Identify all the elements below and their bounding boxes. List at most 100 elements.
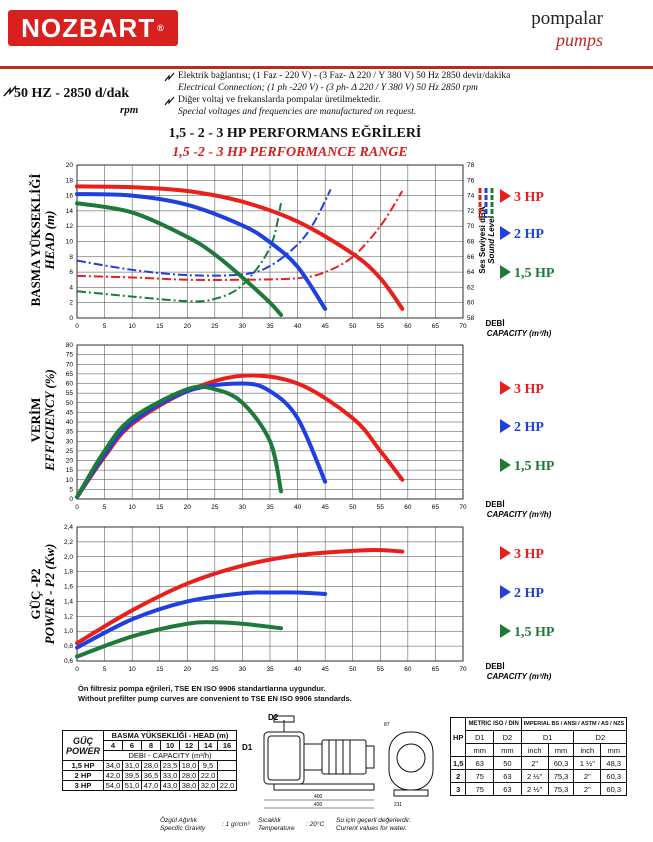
x-tick-label: 0: [75, 323, 79, 330]
y2-tick-label: 76: [467, 177, 475, 184]
x-tick-label: 5: [103, 666, 107, 673]
legend-label: 1,5 HP: [514, 266, 555, 281]
y2-tick-label: 66: [467, 254, 475, 261]
capacity-cell: 42,0: [103, 770, 123, 781]
x-tick-label: 0: [75, 504, 79, 511]
conn-cell-d2: 50: [493, 756, 522, 770]
x-tick-label: 25: [211, 323, 219, 330]
col-imperial-d1: D1: [520, 730, 575, 744]
voltage-line-tr: Diğer voltaj ve frekanslarda pompalar ür…: [178, 95, 381, 105]
y-tick-label: 18: [66, 177, 74, 184]
x-tick-label: 10: [129, 504, 137, 511]
legend-marker: [500, 265, 511, 279]
y2-tick-label: 64: [467, 269, 475, 276]
y2-tick-label: 78: [467, 162, 475, 169]
curve-15HP: [75, 620, 284, 659]
x-axis-label-en: CAPACITY (m³/h): [487, 329, 552, 338]
head-value: 10: [160, 740, 180, 751]
x-tick-label: 5: [103, 504, 107, 511]
col-imperial-d2: D2: [573, 730, 628, 744]
x-tick-label: 5: [103, 323, 107, 330]
y-tick-label: 55: [66, 390, 74, 397]
table-row: 3 HP 54,0 51,0 47,0 43,0 38,0 32,0 22,0: [62, 780, 237, 791]
y-tick-label: 0: [69, 496, 73, 503]
curve-3HP: [75, 548, 405, 646]
conn-cell-d1: 63: [465, 756, 495, 770]
y-tick-label: 30: [66, 438, 74, 445]
x-tick-label: 35: [266, 504, 274, 511]
x-tick-label: 20: [184, 504, 192, 511]
conn-cell-d1: 75: [465, 769, 495, 783]
dim-top: 87: [384, 722, 390, 728]
header-rule: [0, 66, 653, 69]
table-row: 1,5 HP 34,0 31,0 28,0 23,5 18,0 9,5: [62, 760, 237, 771]
plot-frame: [76, 164, 464, 319]
x-tick-label: 35: [266, 666, 274, 673]
title-turkish: pompalar: [531, 8, 603, 29]
legend-marker: [500, 381, 511, 395]
curve-2HP: [75, 381, 328, 500]
legend-label: 3 HP: [514, 190, 544, 205]
x-tick-label: 65: [432, 504, 440, 511]
head-value: 6: [122, 740, 142, 751]
x-tick-label: 45: [322, 504, 330, 511]
y-tick-label: 70: [66, 361, 74, 368]
conn-cell-hp: 3: [449, 782, 467, 796]
conn-cell-i1: 2 ½": [520, 769, 549, 783]
y-tick-label: 1,4: [64, 598, 73, 605]
table-row: 1,5 63 50 2" 60,3 1 ½" 48,3: [449, 756, 628, 770]
conn-cell-i2: 1 ½": [573, 756, 602, 770]
legend-label: 3 HP: [514, 547, 544, 562]
row-hp: 1,5 HP: [62, 760, 104, 771]
conn-cell-m1: 60,3: [547, 756, 575, 770]
legend-marker: [500, 585, 511, 599]
lightning-icon: [164, 72, 175, 82]
y-axis-label: VERİM EFFICIENCY (%): [28, 369, 57, 472]
capacity-cell: 22,0: [198, 770, 218, 781]
electrical-info: Elektrik bağlantısı; (1 Faz - 220 V) - (…: [178, 70, 510, 118]
x-tick-label: 40: [294, 504, 302, 511]
x-tick-label: 50: [349, 323, 357, 330]
y-tick-label: 40: [66, 419, 74, 426]
curve-3HP: [75, 373, 405, 500]
power-header: GÜÇ POWER: [62, 730, 104, 761]
conn-cell-i1: 2 ½": [520, 782, 549, 796]
x-tick-label: 25: [211, 666, 219, 673]
y-axis-label-tr: GÜÇ -P2: [28, 569, 43, 620]
y-axis-label-en: EFFICIENCY (%): [42, 369, 57, 472]
capacity-cell: 22,0: [217, 780, 237, 791]
table-row: 2 75 63 2 ½" 75,3 2" 60,3: [449, 769, 628, 783]
y-tick-label: 65: [66, 371, 74, 378]
hp-header: HP: [449, 717, 467, 757]
legend-label: 1,5 HP: [514, 625, 555, 640]
unit-inch: inch: [573, 743, 602, 757]
legend-marker: [500, 458, 511, 472]
elec-line-tr: Elektrik bağlantısı; (1 Faz - 220 V) - (…: [178, 71, 511, 81]
x-tick-label: 40: [294, 323, 302, 330]
sound-curve-15HP: [76, 203, 283, 303]
y-tick-label: 75: [66, 352, 74, 359]
sound-curve-2HP: [76, 189, 332, 277]
x-tick-label: 10: [129, 323, 137, 330]
y-axis-label-tr: BASMA YÜKSEKLİĞİ: [28, 174, 43, 307]
x-axis-label-en: CAPACITY (m³/h): [487, 510, 552, 519]
conn-cell-hp: 1,5: [449, 756, 467, 770]
pump-dimension-drawing: D2 D1 400 430 211 87: [242, 713, 434, 809]
gravity-value: : 1 gr/cm³: [222, 821, 250, 828]
curve-15HP: [75, 384, 284, 500]
capacity-cell: 43,0: [160, 780, 180, 791]
water-note: Su için geçerli değerlerdir. Current valu…: [336, 817, 411, 832]
y-axis-label: GÜÇ -P2 POWER - P2 (Kw): [28, 544, 57, 645]
x-axis-label-en: CAPACITY (m³/h): [487, 672, 552, 681]
x-tick-label: 0: [75, 666, 79, 673]
x-tick-label: 35: [266, 323, 274, 330]
head-value: 12: [179, 740, 199, 751]
conn-cell-m2: 48,3: [600, 756, 628, 770]
capacity-cell: 28,0: [179, 770, 199, 781]
x-axis-label-tr: DEBİ: [485, 319, 504, 328]
y-tick-label: 50: [66, 400, 74, 407]
capacity-cell: 39,5: [122, 770, 142, 781]
dim-d1: D1: [242, 743, 253, 752]
rpm-label: rpm: [120, 104, 139, 116]
y2-tick-label: 70: [467, 223, 475, 230]
